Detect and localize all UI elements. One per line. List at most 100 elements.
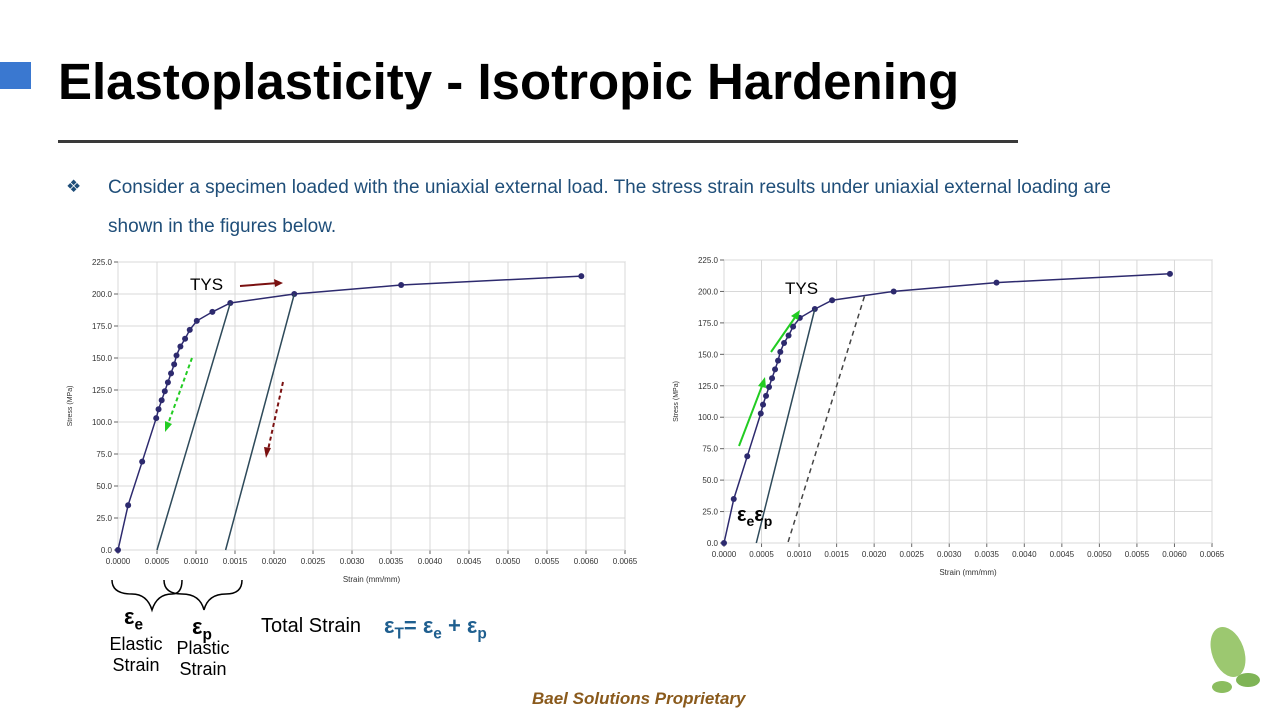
y-tick-label: 150.0: [698, 350, 719, 359]
title: Elastoplasticity - Isotropic Hardening: [58, 53, 960, 110]
data-point: [139, 458, 146, 465]
data-point: [781, 340, 788, 347]
series-line: [787, 296, 866, 544]
data-point: [171, 361, 178, 368]
y-tick-label: 0.0: [101, 546, 113, 555]
arrow-head: [274, 279, 283, 287]
x-tick-label: 0.0030: [937, 550, 962, 559]
arrow-head: [264, 447, 271, 458]
data-point: [785, 332, 792, 339]
y-tick-label: 50.0: [702, 476, 718, 485]
data-point: [398, 282, 405, 289]
arrow-head: [165, 421, 172, 432]
arrow: [738, 385, 763, 447]
x-tick-label: 0.0045: [457, 557, 482, 566]
y-tick-label: 25.0: [96, 514, 112, 523]
series-line: [156, 302, 232, 551]
subscript: e: [134, 616, 144, 634]
data-point: [227, 299, 234, 306]
footer: Bael Solutions Proprietary: [532, 689, 746, 708]
logo-leaf: [1236, 673, 1260, 687]
x-tick-label: 0.0050: [496, 557, 521, 566]
title-rule: [58, 140, 1018, 143]
data-point: [578, 273, 585, 280]
data-point: [721, 540, 727, 546]
brace: [163, 579, 243, 611]
arrow: [267, 381, 284, 451]
data-point: [168, 370, 175, 377]
y-tick-label: 100.0: [92, 418, 113, 427]
data-point: [158, 397, 165, 404]
data-point: [777, 348, 784, 355]
x-tick-label: 0.0020: [262, 557, 287, 566]
y-tick-label: 200.0: [92, 290, 113, 299]
y-tick-label: 225.0: [92, 258, 113, 267]
x-tick-label: 0.0035: [975, 550, 1000, 559]
data-point: [155, 406, 162, 413]
data-point: [1166, 270, 1173, 277]
logo-leaf: [1212, 681, 1232, 693]
y-axis-label: Stress (MPa): [673, 381, 680, 422]
arrow: [239, 282, 279, 287]
strain-symbol: εp: [192, 614, 212, 644]
formula-part: ε: [384, 613, 395, 638]
data-point: [164, 379, 171, 386]
x-tick-label: 0.0055: [535, 557, 560, 566]
data-point: [193, 317, 200, 324]
label-line: Strain: [112, 655, 160, 675]
data-point: [760, 401, 767, 408]
data-point: [177, 343, 184, 350]
y-tick-label: 100.0: [698, 413, 719, 422]
arrow: [167, 357, 193, 425]
arrow: [770, 315, 797, 353]
x-tick-label: 0.0015: [824, 550, 849, 559]
x-tick-label: 0.0005: [749, 550, 774, 559]
x-tick-label: 0.0060: [574, 557, 599, 566]
data-point: [757, 410, 764, 417]
subscript: e: [746, 513, 755, 529]
data-point: [153, 415, 160, 422]
bullet-text: shown in the figures below.: [108, 216, 337, 237]
x-tick-label: 0.0055: [1125, 550, 1150, 559]
x-tick-label: 0.0060: [1162, 550, 1187, 559]
y-tick-label: 175.0: [92, 322, 113, 331]
data-point: [766, 384, 773, 391]
y-tick-label: 225.0: [698, 256, 719, 265]
total-strain-formula: εT= εe + εp: [384, 613, 487, 643]
data-point: [173, 352, 180, 359]
chart-2: 0.0000 0.0005 0.0010 0.0015 0.0020 0.0025 0.00…: [673, 256, 1225, 577]
chart-1: 0.0000 0.0005 0.0010 0.0015 0.0020 0.0025 0.00…: [67, 258, 638, 584]
y-axis-label: Stress (MPa): [67, 386, 74, 427]
formula-part: + ε: [441, 613, 478, 638]
data-point: [125, 502, 132, 509]
subscript: p: [202, 626, 212, 644]
accent-block: [0, 62, 31, 89]
symbol: ε: [737, 504, 747, 526]
data-point: [811, 306, 818, 313]
x-tick-label: 0.0020: [862, 550, 887, 559]
x-tick-label: 0.0040: [418, 557, 443, 566]
symbol: ε: [754, 504, 764, 526]
x-tick-label: 0.0065: [613, 557, 638, 566]
label-line: Elastic: [109, 634, 163, 654]
x-tick-label: 0.0035: [379, 557, 404, 566]
y-tick-label: 200.0: [698, 287, 719, 296]
data-point: [993, 279, 1000, 286]
chart2-strain-symbols: εeεp: [737, 504, 772, 529]
formula-sub: e: [433, 625, 442, 643]
bullet-text: Consider a specimen loaded with the unia…: [108, 177, 1111, 198]
x-axis-label: Strain (mm/mm): [343, 575, 401, 584]
x-axis-label: Strain (mm/mm): [939, 568, 997, 577]
arrow-head: [758, 377, 766, 388]
bullet-symbol: ❖: [66, 177, 82, 196]
x-tick-label: 0.0005: [145, 557, 170, 566]
strain-symbol: εe: [124, 604, 143, 634]
data-point: [769, 375, 776, 382]
data-point: [186, 326, 193, 333]
arrow-head: [791, 310, 800, 320]
data-point: [182, 335, 189, 342]
formula-part: = ε: [403, 613, 434, 638]
x-tick-label: 0.0025: [899, 550, 924, 559]
